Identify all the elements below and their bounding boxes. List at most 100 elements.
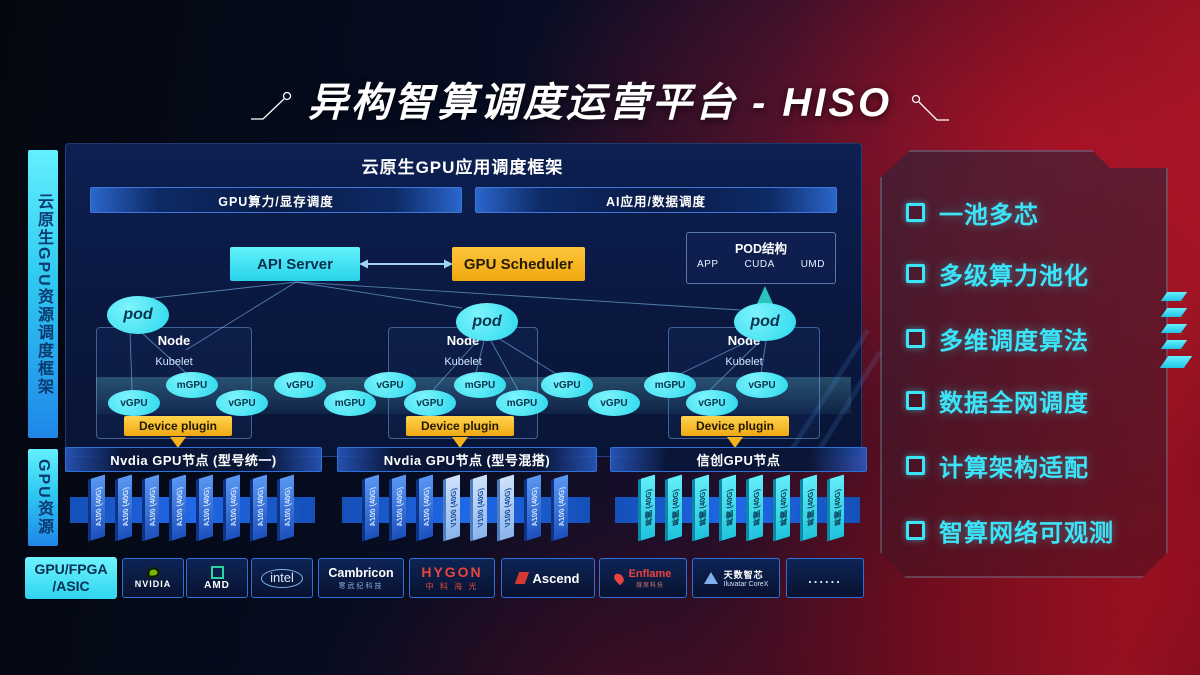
pod-struct-item: APP [697,259,719,270]
gpu-ellipse: vGPU [686,390,738,416]
gpu-card-label: V100 (40G) [502,486,512,529]
gpu-card-label: 昇腾 (40G) [805,488,815,528]
rail-gpu-resource: GPU资源 [28,449,58,546]
vendor-name: NVIDIA [134,579,172,589]
vendor-cambricon: Cambricon 寒武纪科技 [318,558,404,598]
kubelet-label: Kubelet [444,356,482,368]
gpu-card: A100 (40G) [115,474,132,542]
feature-item: 多级算力池化 [906,258,1089,290]
gpu-card: 昇腾 (40G) [719,474,736,542]
device-plugin-box: Device plugin [681,416,789,436]
lane-gpu-compute-scheduling: GPU算力/显存调度 [90,187,462,213]
square-bullet-icon [906,390,925,410]
gpu-card: A100 (40G) [250,474,267,542]
node-label: Node [446,333,480,348]
rail-label: 云原生GPU资源调度框架 [35,192,52,396]
kubelet-label: Kubelet [725,356,763,368]
amd-logo-icon [210,565,224,579]
vendor-sub: 中 科 海 光 [425,582,479,591]
vendor-name: 天数智芯 [723,570,764,580]
feature-item: 多维调度算法 [906,323,1089,355]
gpu-card-label: A100 (40G) [93,486,103,529]
feature-label: 多级算力池化 [939,262,1089,290]
gpu-card-label: A100 (40G) [394,486,404,529]
device-plugin-box: Device plugin [124,416,232,436]
gpu-card: 昇腾 (40G) [773,474,790,542]
vendor-iluvatar: 天数智芯 Iluvatar CoreX [692,558,780,598]
pod-struct-item: CUDA [744,259,775,270]
vendor-name: Ascend [532,570,580,586]
gpu-card-label: A100 (40G) [147,486,157,529]
gpu-card: A100 (40G) [196,474,213,542]
gpu-card: V100 (40G) [443,474,460,542]
iluvatar-logo-icon [703,572,718,584]
vendor-name: Cambricon [328,565,394,580]
rail-label: GPU资源 [35,459,52,536]
pod-ellipse: pod [734,303,796,341]
gpu-ellipse: mGPU [454,372,506,398]
square-bullet-icon [906,520,925,540]
vendor-name: Enflame [628,567,672,580]
square-bullet-icon [906,328,925,348]
vendor-more: ...... [786,558,864,598]
gpu-card: A100 (40G) [88,474,105,542]
gpu-card-label: A100 (40G) [556,486,566,529]
pod-ellipse: pod [107,296,169,334]
gpu-ellipse: vGPU [216,390,268,416]
gpu-card: A100 (40G) [362,474,379,542]
gpu-card-label: V100 (40G) [475,486,485,529]
pod-struct-item: UMD [800,259,825,270]
chip-types-line1: GPU/FPGA [34,560,108,577]
feature-panel [880,150,1168,578]
gpu-card: 昇腾 (40G) [827,474,844,542]
enflame-logo-icon [611,571,626,585]
vendor-intel: intel [251,558,313,598]
gpu-card-label: 昇腾 (40G) [778,488,788,528]
gpu-card: 昇腾 (40G) [665,474,682,542]
gpu-card-label: A100 (40G) [201,486,211,529]
gpu-card-label: 昇腾 (40G) [643,488,653,528]
gpu-node-bar-xinchuang: 信创GPU节点 [610,447,867,472]
rail-cloud-native-framework: 云原生GPU资源调度框架 [28,150,58,438]
feature-item: 一池多芯 [906,197,1039,229]
feature-label: 多维调度算法 [939,327,1089,355]
gpu-card: A100 (40G) [142,474,159,542]
gpu-ellipse: vGPU [541,372,593,398]
gpu-ellipse: vGPU [588,390,640,416]
vendor-enflame: Enflame 燧原科技 [599,558,687,598]
vendor-sub: 寒武纪科技 [338,582,384,590]
feature-item: 数据全网调度 [906,385,1089,417]
gpu-ellipse: mGPU [166,372,218,398]
gpu-card: A100 (40G) [551,474,568,542]
gpu-card: A100 (40G) [389,474,406,542]
gpu-card: 昇腾 (40G) [638,474,655,542]
gpu-card: 昇腾 (40G) [746,474,763,542]
feature-label: 一池多芯 [939,201,1039,229]
gpu-scheduler-box: GPU Scheduler [452,247,585,281]
pod-ellipse: pod [456,303,518,341]
gpu-ellipse: vGPU [404,390,456,416]
vendor-amd: AMD [186,558,248,598]
gpu-ellipse: mGPU [324,390,376,416]
pod-struct-box: POD结构 APP CUDA UMD [686,232,836,284]
chip-types-line2: /ASIC [52,578,90,594]
square-bullet-icon [906,263,925,283]
gpu-card: A100 (40G) [223,474,240,542]
gpu-card-label: A100 (40G) [174,486,184,529]
gpu-card-label: A100 (40G) [120,486,130,529]
gpu-card: 昇腾 (40G) [692,474,709,542]
lane-ai-app-data-scheduling: AI应用/数据调度 [475,187,837,213]
device-plugin-box: Device plugin [406,416,514,436]
ascend-logo-icon [514,572,529,584]
gpu-card-label: 昇腾 (40G) [832,488,842,528]
kubelet-label: Kubelet [155,356,193,368]
gpu-card-label: A100 (40G) [529,486,539,529]
vendor-sub: Iluvatar CoreX [723,581,769,588]
gpu-card: V100 (40G) [497,474,514,542]
gpu-card-label: 昇腾 (40G) [724,488,734,528]
hazard-stripe-icon [1160,340,1188,349]
gpu-card-label: A100 (40G) [421,486,431,529]
node-label: Node [157,333,191,348]
feature-item: 智算网络可观测 [906,515,1114,547]
